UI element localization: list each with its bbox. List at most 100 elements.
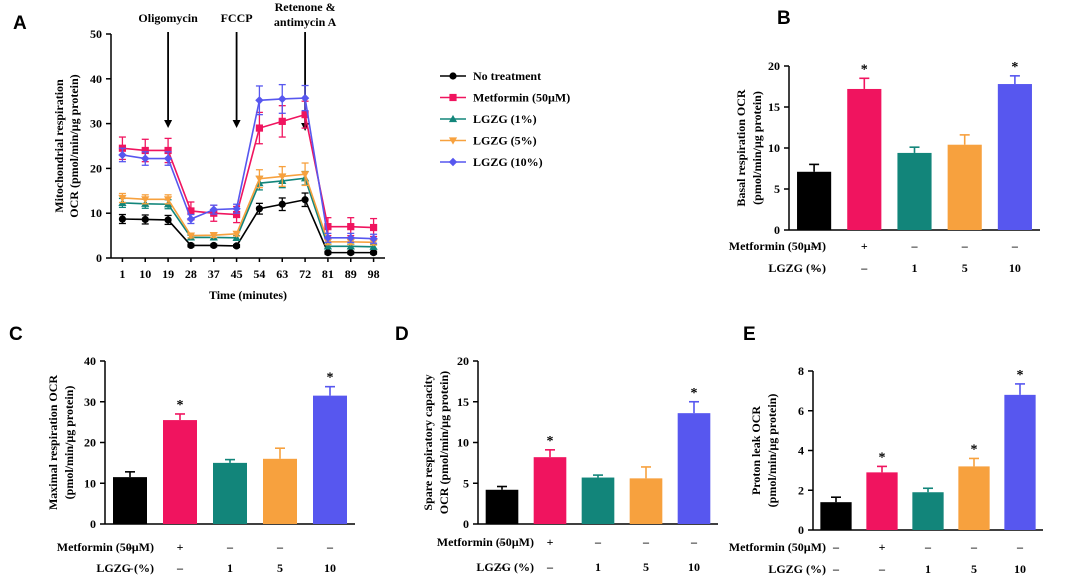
a-series-line-no_treatment: [122, 198, 374, 254]
b-significance-star: *: [1011, 60, 1018, 75]
a-legend-marker-no_treatment: [449, 72, 457, 80]
c-significance-star: *: [177, 398, 184, 413]
a-x-tick-label: 37: [208, 267, 220, 281]
d-row-lgzg-label: LGZG (%): [476, 560, 534, 574]
b-bar: [947, 144, 982, 230]
a-legend-label-metformin: Metformin (50µM): [473, 91, 570, 105]
a-annotation-label-line2: antimycin A: [274, 15, 337, 29]
d-row-lgzg-value: –: [546, 560, 554, 574]
a-series-line-metformin: [122, 113, 374, 229]
c-row-metformin-value: –: [126, 540, 134, 554]
e-bar: [912, 492, 944, 530]
d-bar: [485, 489, 519, 524]
e-bar: [866, 472, 898, 530]
b-bar: [897, 152, 932, 230]
e-row-lgzg-value: –: [878, 562, 886, 576]
a-point-lgzg10: [232, 204, 241, 213]
a-x-tick-label: 19: [162, 267, 174, 281]
c-y-tick-label: 40: [84, 354, 96, 368]
e-row-metformin-value: –: [970, 540, 978, 554]
d-y-axis-title-line1: Spare respiratory capacity: [421, 374, 435, 510]
a-annotation-label: Oligomycin: [138, 11, 198, 25]
a-point-metformin: [141, 146, 149, 155]
e-y-tick-label: 4: [798, 444, 804, 458]
d-y-tick-label: 5: [463, 476, 469, 490]
c-row-lgzg-value: –: [126, 561, 134, 575]
d-y-tick-label: 20: [457, 354, 469, 368]
d-row-lgzg-value: 5: [643, 560, 649, 574]
a-x-tick-label: 28: [185, 267, 197, 281]
b-y-tick-label: 20: [768, 59, 780, 73]
a-point-lgzg5: [141, 196, 150, 204]
d-bar: [677, 413, 711, 524]
e-y-tick-label: 2: [798, 483, 804, 497]
e-row-metformin-value: –: [832, 540, 840, 554]
d-y-axis-title-line2: OCR (pmol/min/µg protein): [437, 371, 451, 514]
a-point-no_treatment: [324, 249, 332, 257]
a-legend-marker-lgzg10: [448, 157, 458, 167]
a-point-metformin: [324, 223, 332, 231]
a-point-lgzg10: [209, 205, 218, 214]
a-x-axis-title: Time (minutes): [209, 288, 287, 302]
a-point-no_treatment: [232, 242, 241, 250]
a-point-lgzg10: [163, 154, 173, 163]
b-row-lgzg-value: –: [810, 261, 818, 275]
b-y-axis-title-line2: (pmol/min/µg protein): [750, 91, 764, 205]
panel-label-a: A: [13, 13, 27, 34]
a-y-axis-title-line2: OCR (pmol/min/µg protein): [67, 74, 81, 217]
c-row-lgzg-value: 10: [324, 561, 336, 575]
d-row-metformin-value: –: [498, 535, 506, 549]
a-point-no_treatment: [141, 215, 149, 224]
a-point-lgzg10: [186, 214, 196, 224]
a-point-no_treatment: [278, 200, 286, 208]
e-row-lgzg-value: 10: [1014, 562, 1026, 576]
b-significance-star: *: [861, 62, 868, 77]
e-y-axis-title-line1: Proton leak OCR: [749, 406, 763, 495]
d-y-tick-label: 0: [463, 517, 469, 531]
a-point-metformin: [347, 223, 355, 231]
a-point-metformin: [301, 111, 309, 119]
panel-label-e: E: [743, 324, 756, 345]
c-y-tick-label: 30: [84, 395, 96, 409]
d-bar: [581, 477, 615, 524]
d-y-tick-label: 15: [457, 395, 469, 409]
b-row-metformin-value: –: [810, 239, 818, 253]
c-bar: [213, 462, 247, 524]
d-significance-star: *: [547, 434, 554, 449]
e-row-metformin-label: Metformin (50µM): [729, 540, 826, 554]
e-significance-star: *: [879, 450, 886, 465]
c-row-lgzg-value: 5: [277, 561, 283, 575]
a-point-lgzg10: [255, 96, 264, 105]
a-point-no_treatment: [210, 241, 218, 250]
a-legend-label-lgzg5: LGZG (5%): [473, 134, 537, 148]
a-x-tick-label: 1: [119, 267, 125, 281]
c-bar: [113, 477, 147, 524]
b-row-lgzg-value: 1: [912, 261, 918, 275]
a-x-tick-label: 45: [231, 267, 243, 281]
e-row-lgzg-label: LGZG (%): [768, 562, 826, 576]
a-point-no_treatment: [118, 215, 127, 223]
d-row-lgzg-value: 10: [688, 560, 700, 574]
a-legend-marker-lgzg1: [448, 114, 458, 123]
a-y-tick-label: 50: [90, 27, 102, 41]
a-point-metformin: [187, 207, 195, 215]
e-bar: [820, 502, 852, 530]
a-annotation-label: FCCP: [221, 11, 253, 25]
panel-label-d: D: [395, 324, 409, 345]
a-point-lgzg10: [118, 150, 127, 160]
c-y-tick-label: 0: [90, 517, 96, 531]
b-row-metformin-label: Metformin (50µM): [729, 239, 826, 253]
a-x-tick-label: 63: [276, 267, 288, 281]
a-annotation-label-line1: Retenone &: [275, 0, 336, 14]
a-point-lgzg5: [232, 230, 241, 238]
a-point-metformin: [164, 146, 172, 155]
a-point-metformin: [369, 223, 378, 232]
c-bar: [163, 420, 197, 524]
a-point-no_treatment: [164, 216, 172, 224]
b-bar: [997, 84, 1032, 230]
c-row-metformin-value: +: [177, 540, 184, 554]
b-row-metformin-value: –: [961, 239, 969, 253]
a-legend-marker-metformin: [449, 93, 457, 102]
e-y-tick-label: 0: [798, 523, 804, 537]
